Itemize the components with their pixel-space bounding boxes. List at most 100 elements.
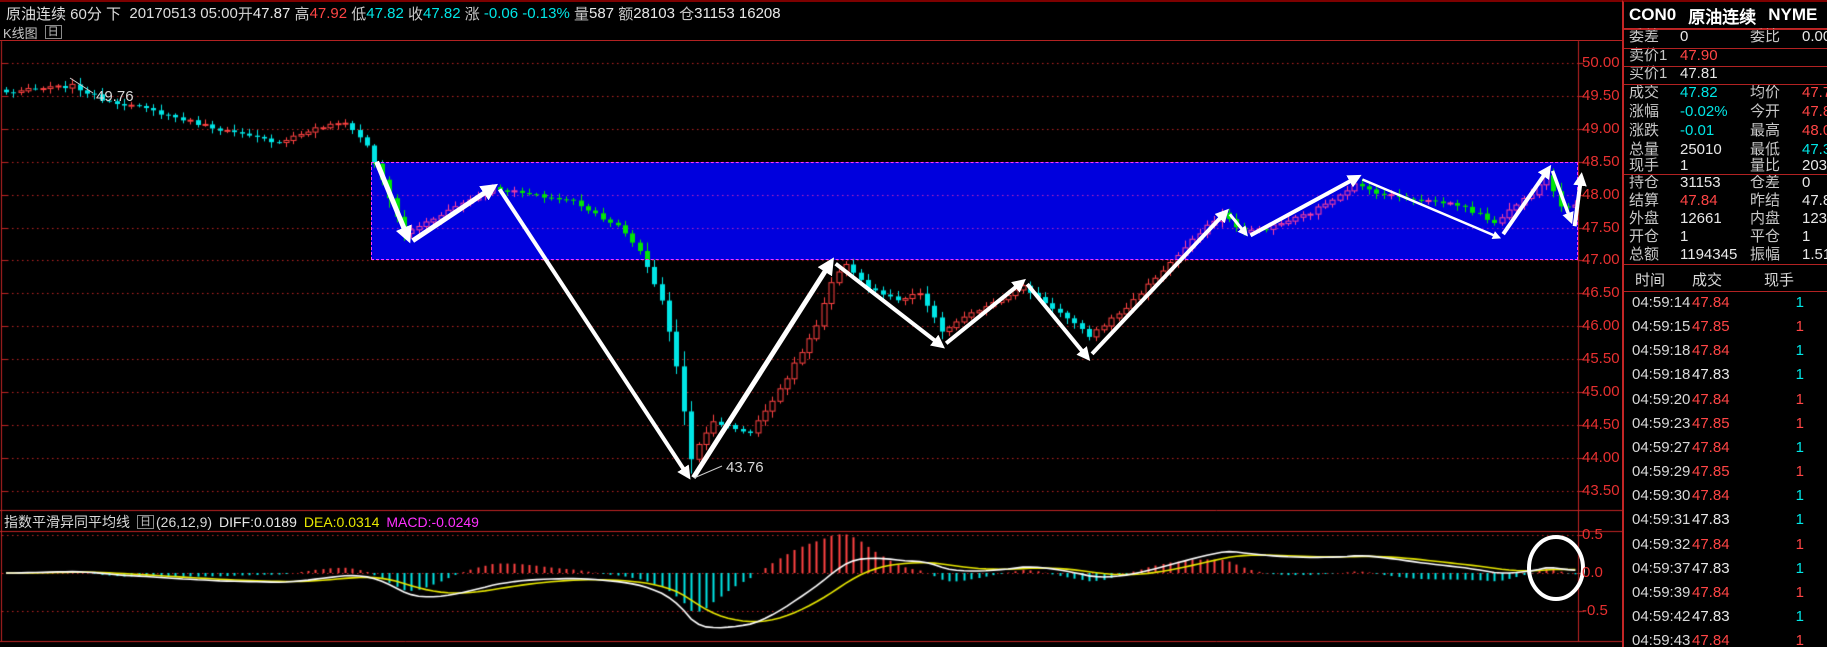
separator-line [1624,84,1827,85]
topbar-segment-3: 47.87 [252,4,295,22]
tape-price: 47.84 [1692,390,1730,408]
separator-line [1624,29,1827,30]
tape-row: 04:59:31 47.83 1 [1624,510,1827,530]
highlight-box-border [371,162,1578,260]
tape-price: 47.84 [1692,438,1730,456]
field-value: 47.78 [1802,84,1827,101]
tape-price: 47.85 [1692,414,1730,432]
field-label: 涨跌 [1629,122,1660,139]
field-label: 结算 [1629,192,1660,209]
price-axis-label: 46.50 [1582,284,1620,302]
tape-vol: 1 [1795,318,1804,336]
tape-row: 04:59:20 47.84 1 [1624,390,1827,410]
tape-header-vol: 现手 [1764,272,1795,289]
tape-price: 47.84 [1692,487,1730,505]
tape-price: 47.84 [1692,583,1730,601]
tape-vol: 1 [1795,342,1804,360]
field-value: 47.84 [1680,192,1718,209]
quote-row-成交: 成交 47.82 均价 47.78 [1624,84,1827,102]
quote-title: CON0 原油连续 NYME [1624,2,1827,29]
field-value: 1 [1680,228,1689,245]
tape-price: 47.84 [1692,632,1730,647]
tape-row: 04:59:30 47.84 1 [1624,486,1827,506]
field-value: 1.51% [1802,246,1827,263]
period-button[interactable]: 日 [44,25,62,39]
field-value: 47.85 [1802,192,1827,209]
tape-price: 47.83 [1692,511,1730,529]
tape-row: 04:59:32 47.84 1 [1624,535,1827,555]
price-axis-label: 43.50 [1582,481,1620,499]
price-axis-label: 44.50 [1582,415,1620,433]
quote-row-现手: 现手 1 量比 203.4 [1624,157,1827,175]
tape-header-time: 时间 [1635,272,1666,289]
quote-row-持仓: 持仓 31153 仓差 0 [1624,174,1827,192]
field-label: 现手 [1629,157,1660,174]
field-value: -0.02% [1680,103,1728,120]
macd-period-button[interactable]: 日 [137,514,154,529]
field-value: 12349 [1802,210,1827,227]
quote-row-涨幅: 涨幅 -0.02% 今开 47.88 [1624,103,1827,121]
quote-row-结算: 结算 47.84 昨结 47.85 [1624,192,1827,210]
tape-row: 04:59:18 47.83 1 [1624,365,1827,385]
separator-line [1624,66,1827,67]
topbar-segment-17: 31153 16208 [694,4,781,22]
symbol-code: CON0 [1629,5,1677,24]
tape-time: 04:59:20 [1632,390,1691,408]
tape-vol: 1 [1795,632,1804,647]
quote-row-委差: 委差 0 委比 0.00 [1624,28,1827,46]
quote-row-总量: 总量 25010 最低 47.32 [1624,141,1827,159]
field-value: 1 [1802,228,1811,245]
price-axis-label: 50.00 [1582,54,1620,71]
field-label: 买价1 [1629,65,1668,82]
tape-price: 47.83 [1692,366,1730,384]
field-value: 47.81 [1680,65,1718,82]
tape-time: 04:59:18 [1632,366,1691,384]
macd-indicator-name: 指数平滑异同平均线 [4,513,130,530]
tape-time: 04:59:23 [1632,414,1691,432]
tape-row: 04:59:42 47.83 1 [1624,607,1827,627]
price-axis-label: 45.50 [1582,350,1620,368]
field-value: -0.01 [1680,122,1715,139]
topbar-segment-4: 高 [294,5,310,23]
tape-vol: 1 [1795,294,1804,311]
topbar-segment-12: 量 [573,5,589,23]
kline-macd-canvas[interactable] [0,0,1622,647]
topbar-segment-0: 原油连续 60分 下 [6,5,130,23]
tape-time: 04:59:32 [1632,535,1691,553]
quote-row-买价1: 买价1 47.81 [1624,65,1827,83]
chart-area: 49.76 43.76 50.00 49.50 49.00 48.50 48.00 47.5… [0,0,1622,647]
tape-price: 47.85 [1692,318,1730,336]
tape-vol: 1 [1795,366,1804,384]
tape-row: 04:59:39 47.84 1 [1624,583,1827,603]
topbar-segment-13: 587 [589,4,619,22]
field-value: 47.32 [1802,141,1827,158]
tape-vol: 1 [1795,463,1804,481]
macd-diff-value: DIFF:0.0189 [219,513,297,530]
tape-row: 04:59:14 47.84 1 [1624,293,1827,313]
tape-vol: 1 [1795,559,1804,577]
field-label: 平仓 [1750,228,1781,245]
tape-time: 04:59:27 [1632,438,1691,456]
tape-row: 04:59:43 47.84 1 [1624,631,1827,647]
quote-row-总额: 总额 1194345 振幅 1.51% [1624,246,1827,264]
field-label: 开仓 [1629,228,1660,245]
macd-axis-label: -0.5 [1582,602,1608,619]
tape-time: 04:59:39 [1632,583,1691,601]
tape-vol: 1 [1795,390,1804,408]
tape-price: 47.83 [1692,607,1730,625]
field-label: 外盘 [1629,210,1660,227]
price-axis-label: 48.00 [1582,185,1620,203]
price-axis-label: 49.50 [1582,86,1620,104]
tape-time: 04:59:14 [1632,294,1691,311]
price-axis-label: 47.50 [1582,218,1620,236]
price-axis-label: 45.00 [1582,383,1620,400]
tape-time: 04:59:37 [1632,559,1691,577]
tape-time: 04:59:31 [1632,511,1691,529]
field-value: 0.00 [1802,28,1827,45]
topbar-segment-16: 仓 [679,5,695,23]
macd-axis-label: 0.0 [1582,564,1603,581]
tape-price: 47.83 [1692,559,1730,577]
tape-row: 04:59:15 47.85 1 [1624,317,1827,337]
tape-price: 47.84 [1692,294,1730,311]
macd-macd-value: MACD:-0.0249 [386,513,479,530]
